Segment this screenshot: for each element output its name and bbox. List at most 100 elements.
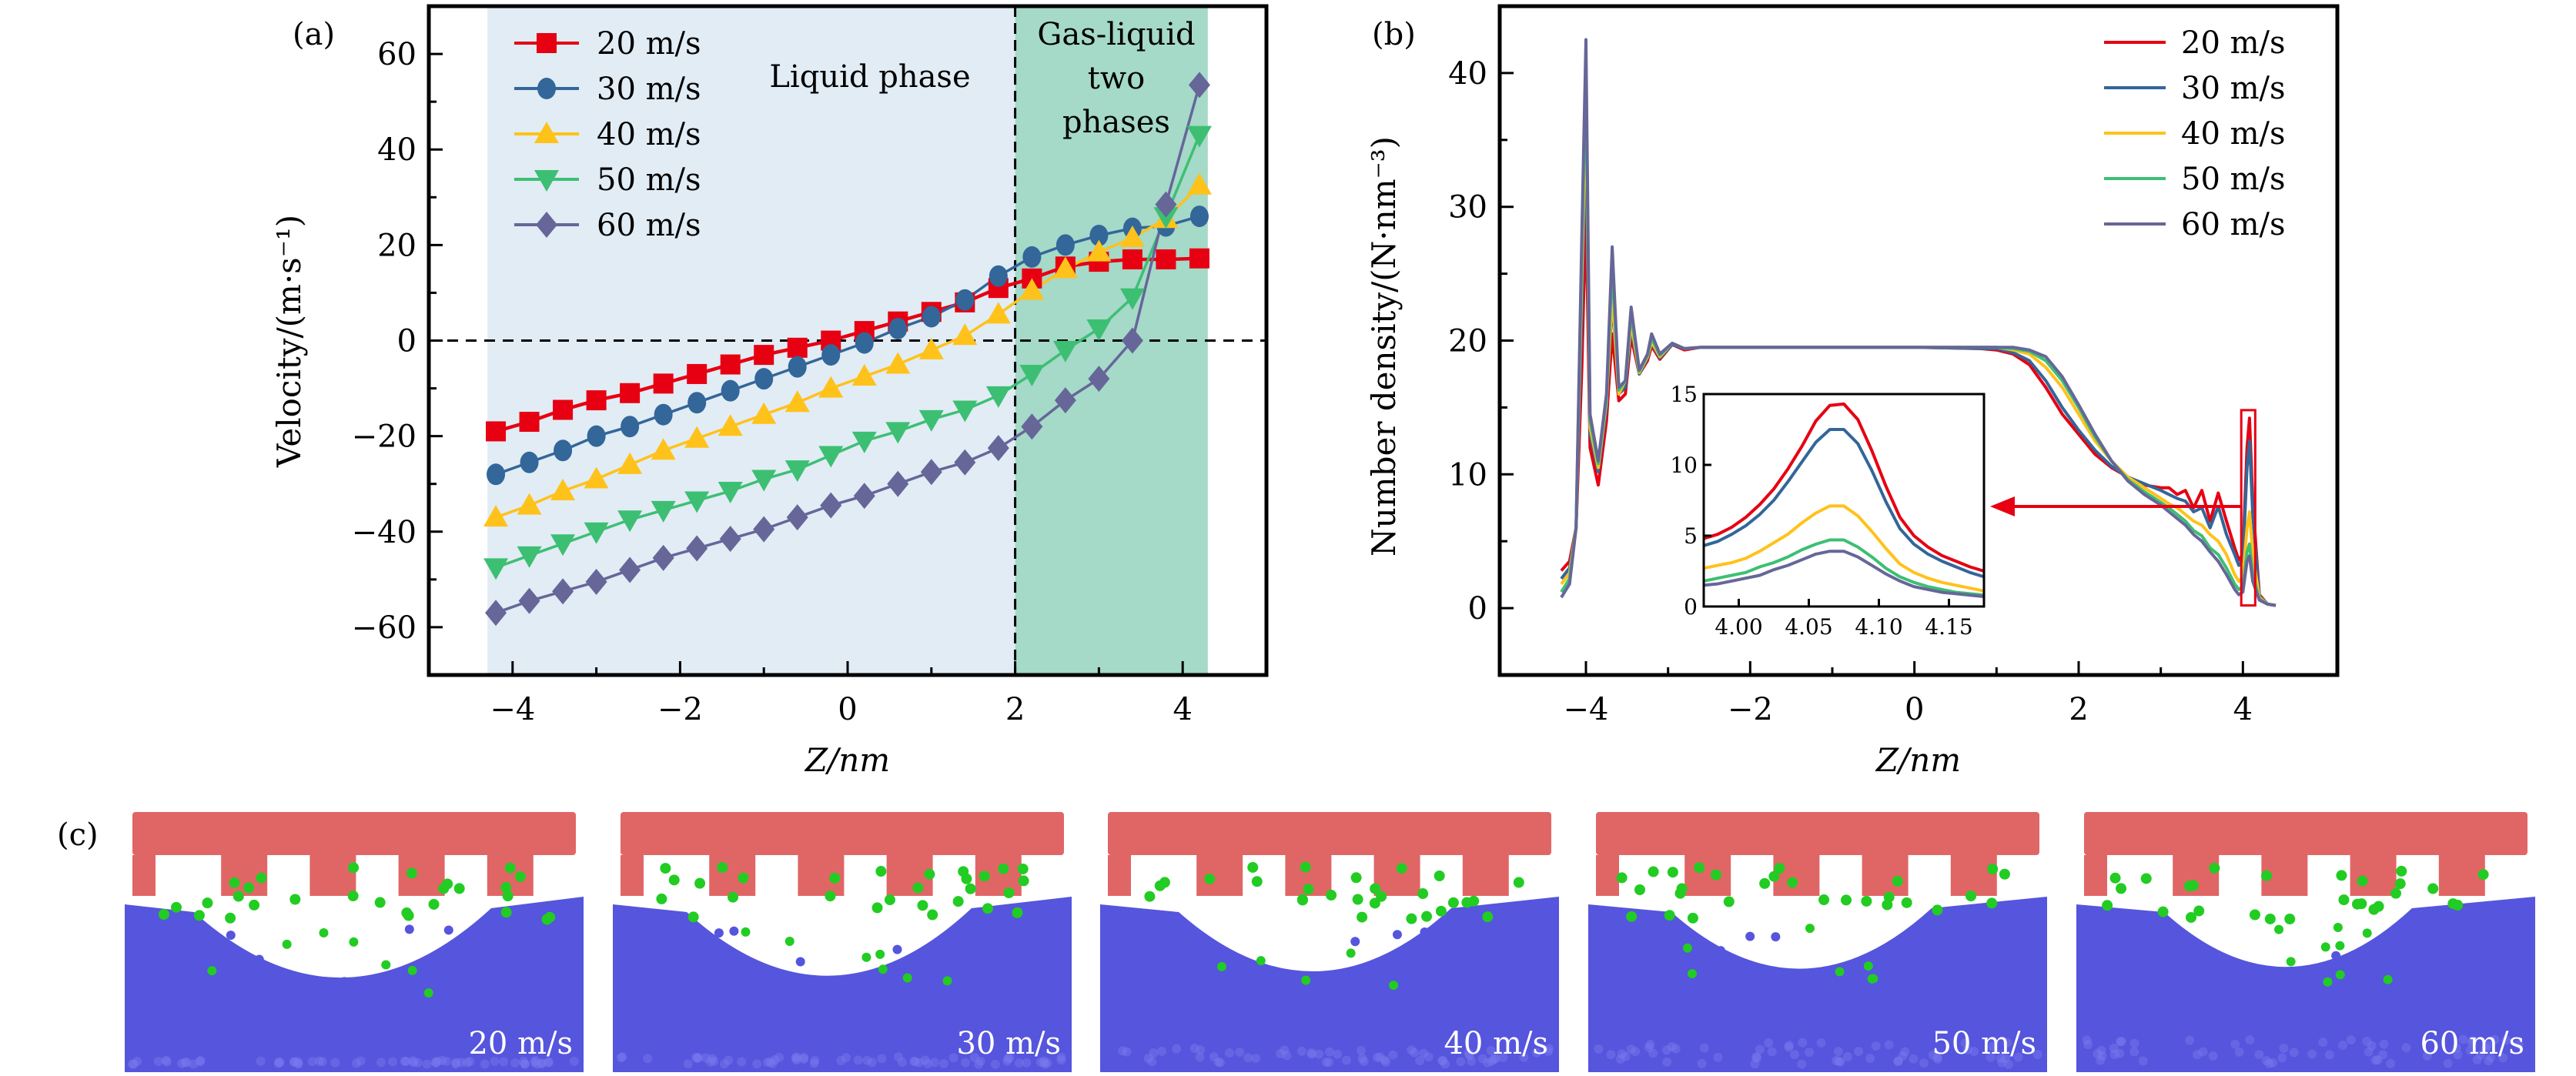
wall-pillar — [1462, 855, 1509, 896]
free-atom — [1863, 961, 1873, 971]
liquid-atom — [1833, 1047, 1843, 1057]
data-point-30-m-s — [1089, 224, 1109, 246]
liquid-texture — [2082, 1034, 2524, 1068]
liquid-atom — [2198, 1047, 2208, 1057]
wall-pillar — [1196, 855, 1243, 896]
gas-atom — [1369, 897, 1380, 909]
gas-atom — [2351, 898, 2363, 910]
zoom-annotation — [1990, 409, 2257, 607]
liquid-atom — [330, 1058, 340, 1068]
gas-atom — [2394, 878, 2406, 890]
liquid-atom — [2501, 1035, 2511, 1045]
gas-atom — [668, 874, 680, 886]
gas-atom — [1204, 873, 1216, 884]
gas-atom — [998, 863, 1009, 874]
liquid-atom — [2498, 1053, 2508, 1063]
wall-pillar — [1684, 855, 1731, 896]
data-point-20-m-s — [687, 363, 708, 384]
liquid-atom — [836, 1055, 846, 1065]
liquid-atom — [737, 1057, 747, 1067]
liquid-atom — [1816, 1038, 1826, 1048]
wall-pillar — [2350, 855, 2397, 896]
liquid-atom — [643, 1054, 653, 1064]
data-point-40-m-s — [1086, 239, 1112, 262]
liquid-atom — [314, 1056, 324, 1066]
gas-atom — [979, 870, 990, 882]
liquid-atom — [1919, 1058, 1929, 1068]
data-point-20-m-s — [1156, 249, 1176, 269]
liquid-atom — [1909, 1054, 1919, 1064]
liquid-atom — [923, 1058, 933, 1068]
liquid-atom — [1483, 1058, 1493, 1068]
liquid-atom — [2138, 1056, 2148, 1066]
liquid-atom — [1235, 1047, 1245, 1057]
data-point-40-m-s — [1019, 278, 1045, 300]
snapshot-30-m-s: 30 m/s — [613, 812, 1072, 1072]
data-point-30-m-s — [754, 368, 774, 390]
free-atom — [721, 966, 731, 976]
wall-atoms — [2084, 812, 2527, 896]
data-point-30-m-s — [922, 306, 941, 328]
data-point-50-m-s — [550, 534, 576, 556]
gas-atom — [2336, 870, 2347, 881]
free-atom — [349, 937, 359, 947]
liquid-atom — [938, 1058, 948, 1068]
panel-label-b: (b) — [1372, 17, 1416, 52]
wall-pillar — [1108, 855, 1131, 896]
free-atom — [2320, 942, 2330, 952]
data-point-50-m-s — [1086, 319, 1112, 341]
data-point-50-m-s — [785, 460, 810, 483]
gas-atom — [2368, 904, 2380, 915]
liquid-atom — [2346, 1035, 2356, 1045]
gas-atom — [1018, 875, 1029, 887]
liquid-atom — [1224, 1048, 1234, 1058]
legend-marker-60-m-s — [536, 212, 557, 238]
snapshot-40-m-s: 40 m/s — [1100, 812, 1559, 1072]
liquid-atom — [1834, 1057, 1844, 1067]
liquid-atom — [180, 1058, 190, 1068]
gas-atom — [656, 893, 667, 904]
free-atom — [386, 991, 396, 1001]
data-point-60-m-s — [1121, 327, 1143, 354]
wall-pillar — [1373, 855, 1420, 896]
series-line-60-m-s — [495, 84, 1201, 614]
data-point-20-m-s — [620, 383, 641, 403]
liquid-atom — [161, 1055, 171, 1065]
gas-atoms — [1616, 862, 2010, 984]
series-line-40-m-s — [495, 184, 1201, 519]
data-point-60-m-s — [1054, 387, 1076, 414]
data-point-60-m-s — [686, 535, 708, 562]
liquid-atom — [2234, 1048, 2244, 1058]
liquid-atom — [1314, 1049, 1324, 1059]
liquid-atom — [1854, 1047, 1864, 1057]
gas-atom — [2186, 911, 2197, 923]
legend-label-60-m-s: 60 m/s — [597, 208, 701, 243]
free-atom — [2286, 957, 2296, 967]
data-point-20-m-s — [720, 354, 741, 375]
liquid-atom — [408, 1056, 418, 1066]
inset-line-30-m-s — [1703, 428, 1985, 579]
legend-marker-30-m-s — [537, 78, 556, 99]
liquid-atom — [1805, 1048, 1815, 1058]
liquid-atom — [1960, 1038, 1970, 1048]
liquid-atom — [1752, 1053, 1762, 1063]
liquid-atom — [1662, 1057, 1672, 1067]
free-atom — [795, 957, 805, 967]
gas-atom — [1482, 911, 1494, 923]
gas-atom — [347, 891, 359, 902]
gas-atom — [1861, 895, 1872, 907]
gas-atom — [1144, 891, 1156, 902]
free-atom — [407, 965, 417, 975]
gas-atom — [374, 897, 386, 908]
gas-atom — [912, 882, 924, 894]
liquid-atom — [433, 1056, 443, 1066]
snapshot-label: 40 m/s — [1444, 1026, 1548, 1061]
legend-label-20-m-s: 20 m/s — [597, 26, 701, 62]
gas-atom — [1759, 877, 1771, 889]
free-atom — [1420, 927, 1430, 937]
wall-pillar — [1950, 855, 1997, 896]
data-point-40-m-s — [785, 390, 810, 413]
liquid-atom — [1415, 1056, 1425, 1066]
